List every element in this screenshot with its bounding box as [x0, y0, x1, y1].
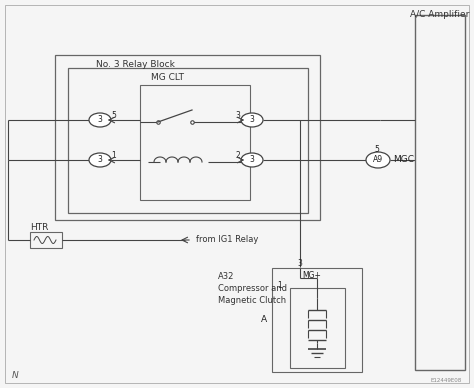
Bar — [272, 268, 362, 372]
Ellipse shape — [241, 113, 263, 127]
Text: A/C Amplifier: A/C Amplifier — [410, 10, 470, 19]
Text: from IG1 Relay: from IG1 Relay — [196, 236, 258, 244]
Text: A9: A9 — [373, 156, 383, 165]
Text: 3: 3 — [98, 116, 102, 125]
Text: 5: 5 — [374, 144, 380, 154]
Text: 2: 2 — [236, 151, 240, 159]
Text: 3: 3 — [98, 156, 102, 165]
Text: 1: 1 — [278, 282, 283, 291]
Bar — [68, 68, 308, 213]
Text: No. 3 Relay Block: No. 3 Relay Block — [96, 60, 174, 69]
Text: N: N — [12, 371, 19, 380]
Text: E12449E08: E12449E08 — [431, 378, 462, 383]
Bar — [140, 85, 250, 200]
Bar — [290, 288, 345, 368]
Text: HTR: HTR — [30, 223, 48, 232]
Text: 3: 3 — [236, 111, 240, 120]
Text: A32
Compressor and
Magnetic Clutch: A32 Compressor and Magnetic Clutch — [218, 272, 287, 305]
Text: 5: 5 — [111, 111, 117, 120]
Ellipse shape — [366, 152, 390, 168]
Bar — [415, 15, 465, 370]
Text: A: A — [261, 315, 267, 324]
Ellipse shape — [241, 153, 263, 167]
Ellipse shape — [89, 153, 111, 167]
Text: 1: 1 — [111, 151, 117, 159]
Text: 3: 3 — [250, 156, 255, 165]
Ellipse shape — [89, 113, 111, 127]
Text: 3: 3 — [250, 116, 255, 125]
Text: MGC: MGC — [393, 156, 414, 165]
Text: 3: 3 — [298, 260, 302, 268]
Bar — [55, 55, 320, 220]
Bar — [30, 232, 62, 248]
Text: MG+: MG+ — [302, 272, 321, 281]
Text: MG CLT: MG CLT — [152, 73, 184, 82]
